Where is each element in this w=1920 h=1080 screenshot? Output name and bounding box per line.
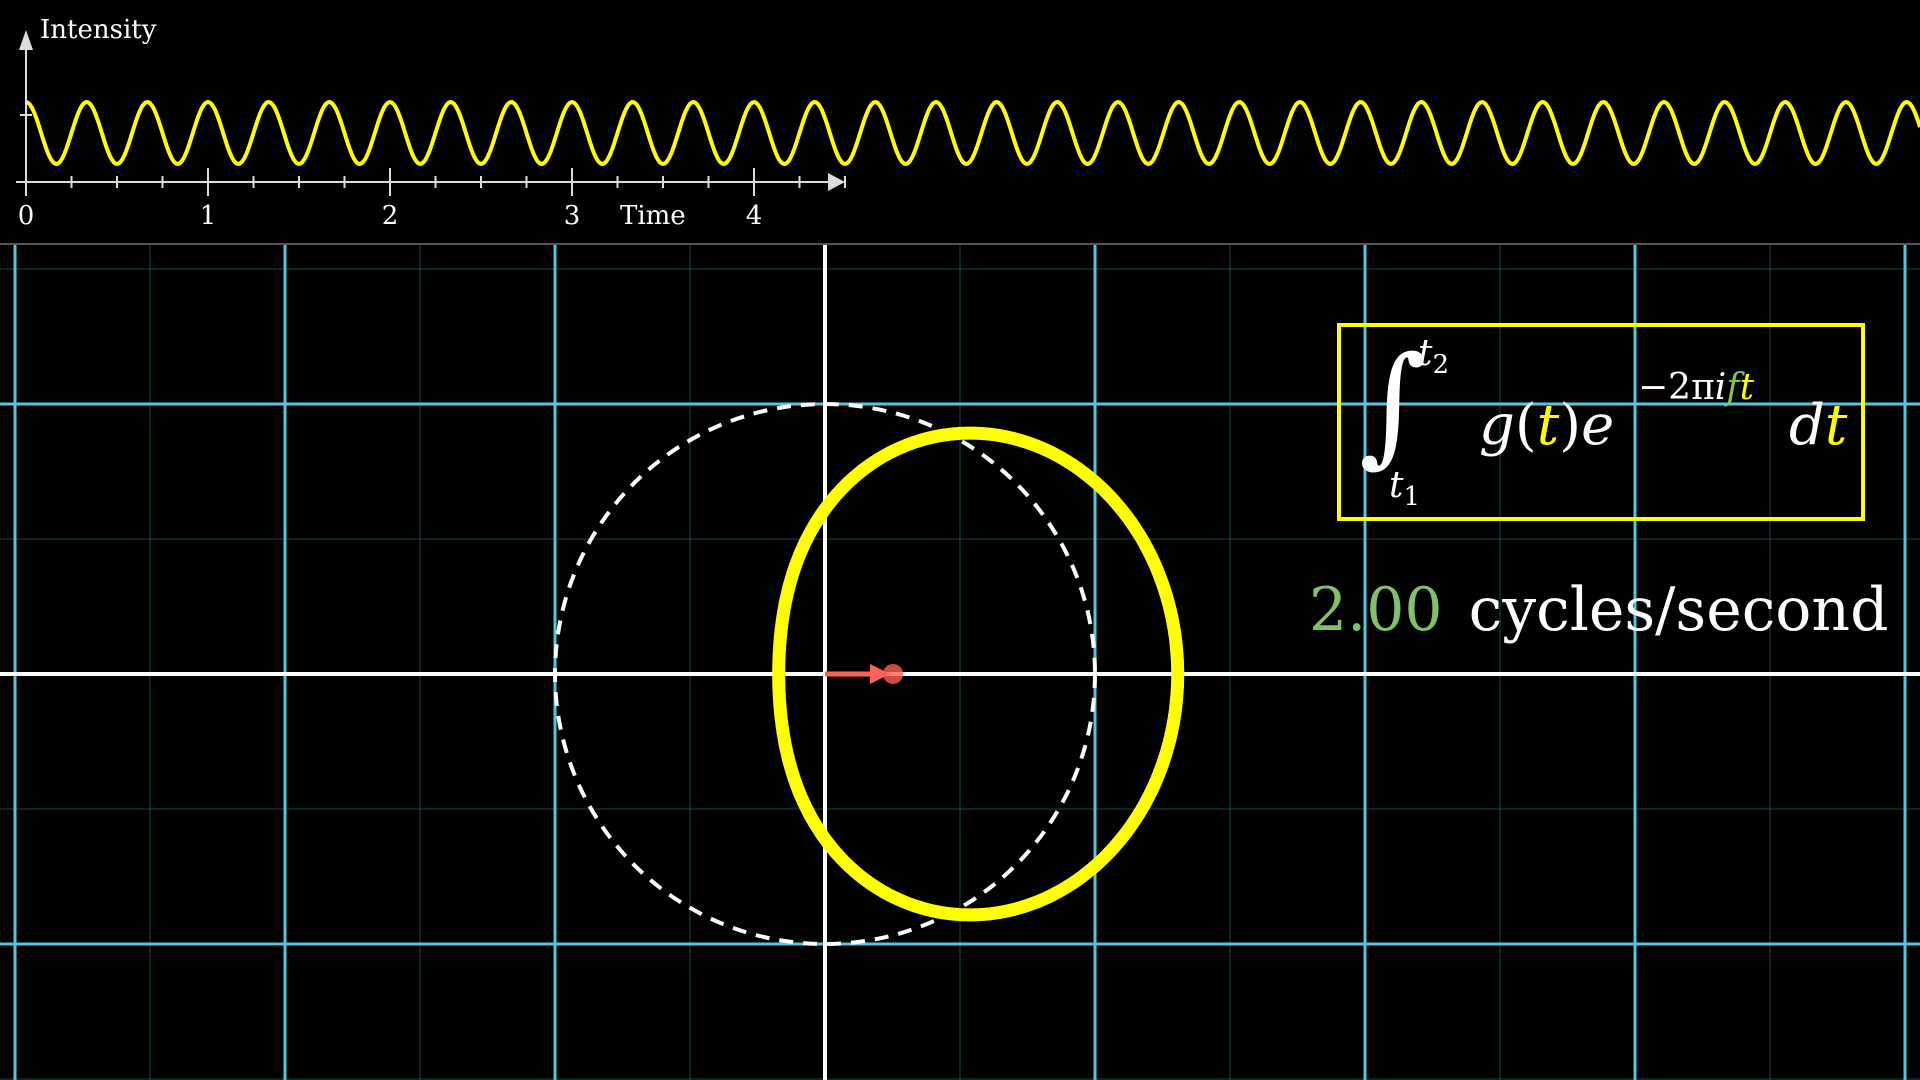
integral-sign: ∫: [1359, 328, 1427, 480]
winding-curve: [772, 426, 1185, 922]
x-tick-label: 2: [382, 201, 399, 231]
panel-divider: [0, 243, 1920, 245]
center-of-mass-dot: [883, 664, 903, 684]
x-tick-label: 3: [564, 201, 581, 231]
fourier-integral-formula: ∫ t2 t1 g(t)e −2πift dt: [1341, 327, 1861, 517]
reference-circle: [553, 402, 1097, 946]
y-axis-label: Intensity: [40, 15, 157, 45]
integrand: g(t)e: [1479, 393, 1615, 458]
time-graph: Intensity Time 0 1 2 3 4: [16, 15, 1920, 231]
x-tick-labels: 0 1 2 3 4: [18, 201, 763, 231]
frequency-unit: cycles/second: [1468, 575, 1889, 645]
upper-bound: t2: [1418, 333, 1450, 381]
x-axis-ticks: [25, 168, 846, 196]
x-axis-label: Time: [620, 201, 686, 231]
x-tick-label: 0: [18, 201, 35, 231]
lower-bound: t1: [1389, 465, 1421, 513]
plane-axes: [0, 245, 1920, 1080]
x-tick-label: 4: [746, 201, 763, 231]
center-of-mass-arrow: [825, 664, 890, 684]
time-graph-panel: Intensity Time 0 1 2 3 4: [0, 0, 1920, 243]
x-axis-arrow-icon: [828, 173, 845, 191]
signal-wave: [25, 99, 1920, 167]
exponent: −2πift: [1638, 367, 1755, 408]
frequency-value: 2.00: [1309, 575, 1443, 645]
y-axis-arrow-icon: [19, 30, 33, 50]
differential: dt: [1789, 393, 1848, 458]
frequency-readout: 2.00 cycles/second: [1309, 575, 1888, 645]
fourier-integral-formula-box: ∫ t2 t1 g(t)e −2πift dt: [1337, 323, 1865, 521]
x-tick-label: 1: [200, 201, 217, 231]
